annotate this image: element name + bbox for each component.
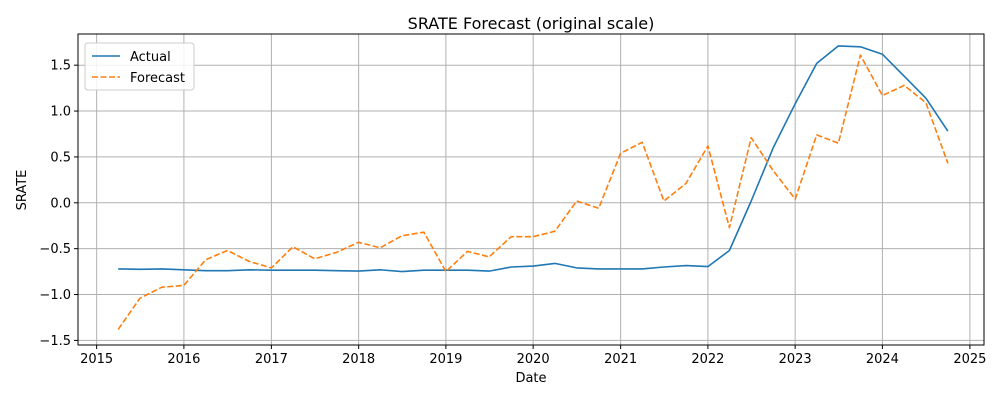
- y-tick-label: −0.5: [39, 242, 71, 257]
- legend-box: [84, 42, 195, 91]
- y-tick-label: −1.0: [39, 288, 71, 303]
- x-tick-label: 2024: [866, 352, 899, 367]
- x-tick-label: 2019: [429, 352, 462, 367]
- y-tick-label: 0.5: [50, 150, 71, 165]
- x-axis-ticks: 2015 2016 2017 2018 2019 2020 2021 2022 2023 2024…: [80, 345, 986, 367]
- x-tick-label: 2020: [517, 352, 550, 367]
- legend: Actual Forecast: [84, 42, 195, 91]
- y-tick-label: 0.0: [50, 196, 71, 211]
- chart-title: SRATE Forecast (original scale): [408, 14, 655, 33]
- series-layer: [117, 45, 949, 330]
- y-axis-label: SRATE: [15, 170, 30, 211]
- x-tick-label: 2022: [691, 352, 724, 367]
- y-tick-label: 1.0: [50, 105, 71, 120]
- series-line-forecast: [117, 54, 949, 330]
- series-line-actual: [118, 45, 949, 273]
- x-axis-label: Date: [515, 371, 546, 386]
- y-tick-label: 1.5: [50, 59, 71, 74]
- y-tick-label: −1.5: [39, 334, 71, 349]
- legend-label-forecast: Forecast: [130, 71, 185, 86]
- x-tick-label: 2016: [167, 352, 200, 367]
- x-tick-label: 2023: [779, 352, 812, 367]
- legend-label-actual: Actual: [130, 50, 171, 65]
- y-axis-ticks: −1.5 −1.0 −0.5 0.0 0.5 1.0 1.5: [39, 59, 78, 349]
- x-tick-label: 2017: [255, 352, 288, 367]
- x-tick-label: 2015: [80, 352, 113, 367]
- x-tick-label: 2021: [604, 352, 637, 367]
- x-tick-label: 2025: [953, 352, 986, 367]
- grid: [78, 34, 984, 345]
- x-tick-label: 2018: [342, 352, 375, 367]
- plot-frame: [77, 33, 985, 346]
